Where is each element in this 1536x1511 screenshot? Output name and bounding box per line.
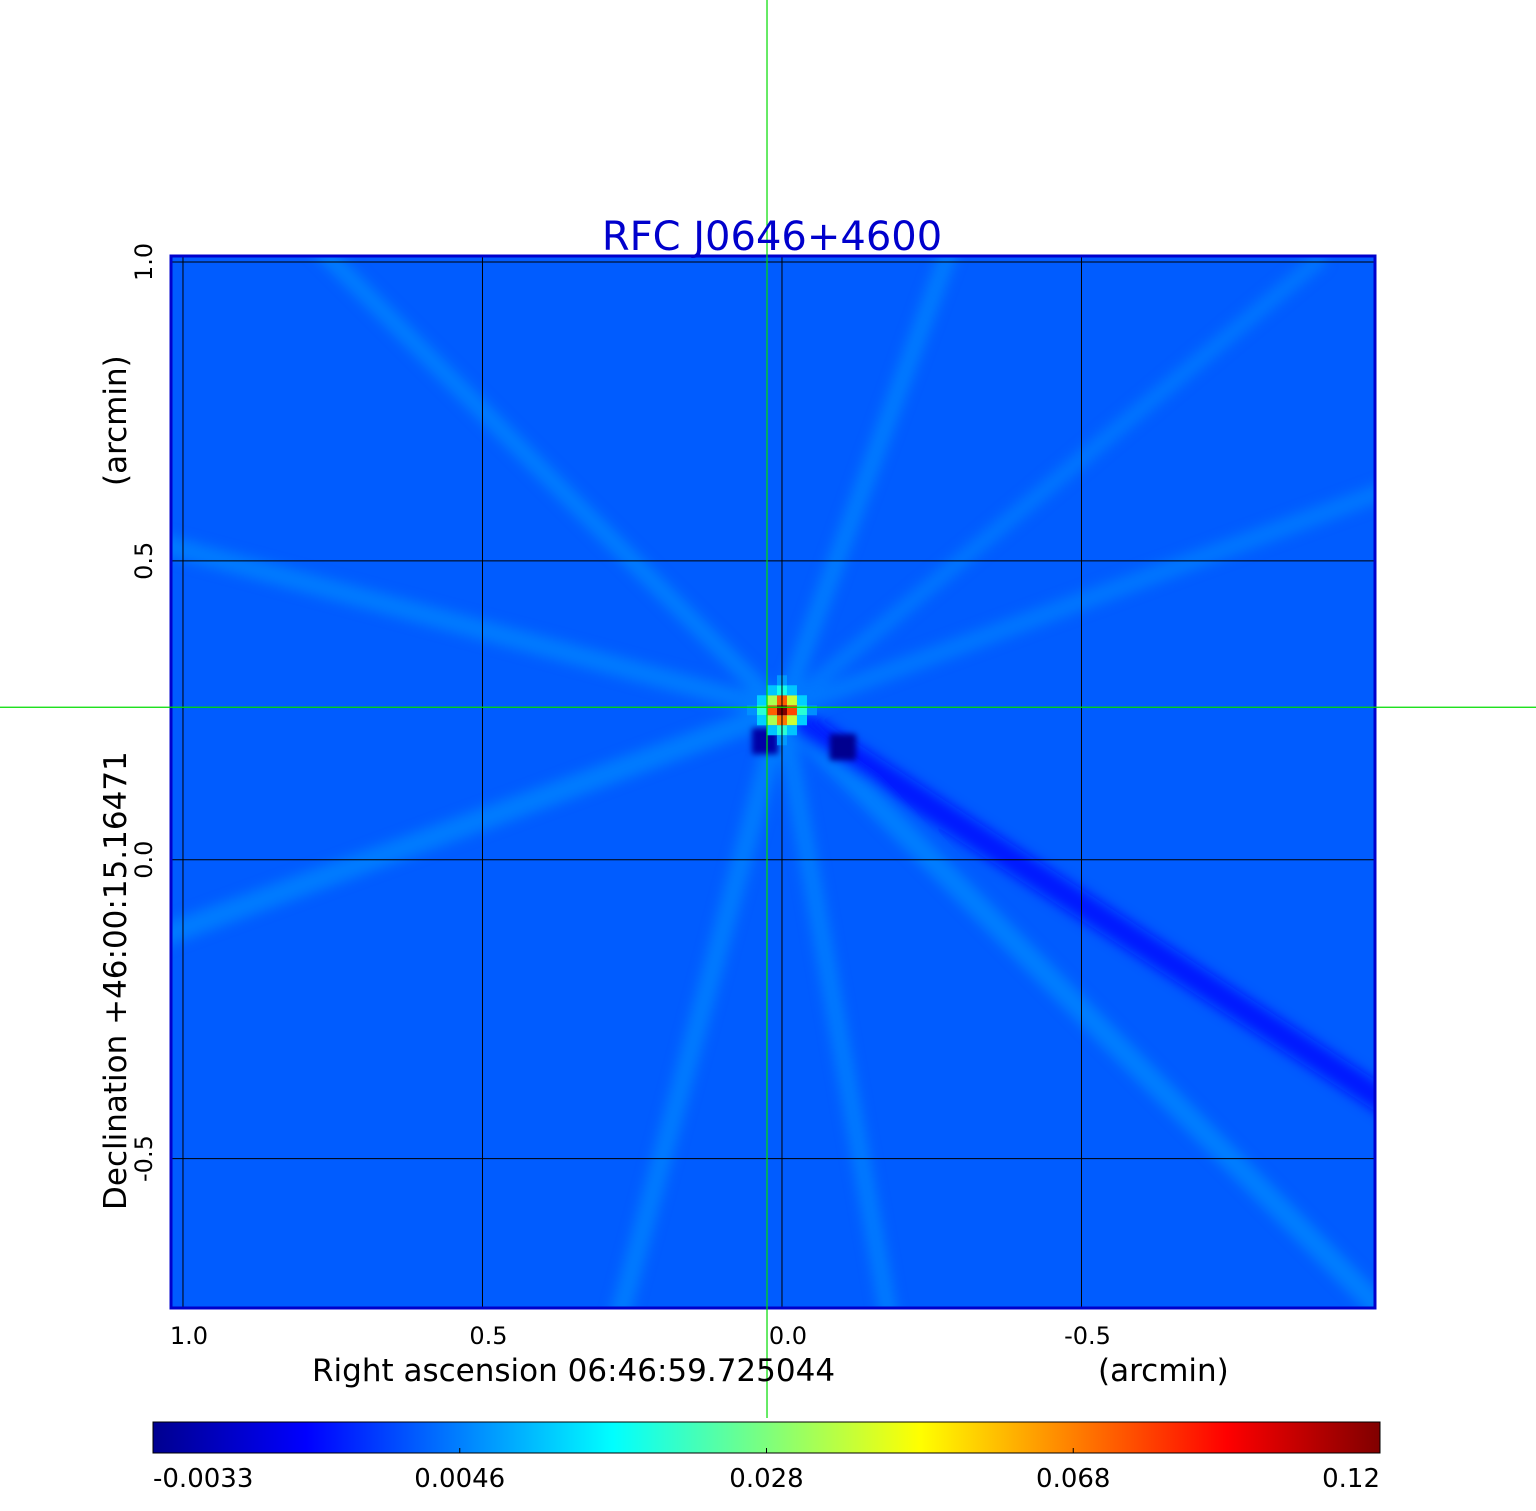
sidelobe-streak (773, 256, 1327, 719)
negative-spots (752, 728, 856, 761)
source-pixel (766, 695, 777, 706)
y-axis-label: Declination +46:00:15.16471 (98, 751, 134, 1210)
source-pixel (756, 705, 767, 716)
x-tick-labels: 1.0 0.5 0.0 -0.5 (170, 1322, 1111, 1350)
source-pixel (766, 725, 777, 736)
y-tick-label: 0.5 (130, 542, 158, 580)
sidelobe-streak (772, 256, 957, 720)
y-tick-label: 0.0 (130, 841, 158, 879)
sidelobe-streak (314, 256, 791, 720)
colorbar-tick-label: 0.0046 (414, 1464, 505, 1494)
source-pixel (786, 685, 797, 696)
source-pixel (786, 725, 797, 736)
colorbar-tick-label: 0.12 (1322, 1464, 1380, 1494)
sidelobe-streak (772, 484, 1375, 720)
source-pixel (766, 715, 777, 726)
x-tick-label: 1.0 (170, 1322, 208, 1350)
colorbar-tick-label: 0.068 (1036, 1464, 1110, 1494)
source-pixel (756, 695, 767, 706)
source-pixel (786, 715, 797, 726)
y-tick-labels: 1.0 0.5 0.0 -0.5 (130, 243, 158, 1182)
colorbar-tick-labels: -0.0033 0.0046 0.028 0.068 0.12 (152, 1448, 1381, 1494)
sidelobe-streaks (171, 256, 1375, 1308)
x-tick-label: 0.5 (469, 1322, 507, 1350)
colorbar-tick-label: -0.0033 (153, 1464, 253, 1494)
negative-spot (829, 734, 856, 761)
y-axis-unit: (arcmin) (98, 355, 134, 486)
crosshair (0, 0, 1536, 1418)
source-pixel (806, 705, 817, 716)
source-pixel (786, 695, 797, 706)
sidelobe-streak (171, 536, 792, 721)
y-tick-label: 1.0 (130, 243, 158, 281)
sidelobe-streak (611, 700, 792, 1308)
source-pixel (766, 685, 777, 696)
source-pixel (796, 695, 807, 706)
source-pixel (766, 705, 777, 716)
x-tick-label: -0.5 (1064, 1322, 1111, 1350)
x-tick-label: 0.0 (769, 1322, 807, 1350)
x-axis-unit: (arcmin) (1098, 1353, 1229, 1389)
source-pixel (746, 705, 757, 716)
grid-lines (171, 256, 1375, 1308)
y-tick-label: -0.5 (130, 1135, 158, 1182)
source-pixel (786, 705, 797, 716)
sidelobe-streak (772, 701, 897, 1308)
colorbar (152, 1421, 1381, 1454)
sidelobe-streak (768, 697, 1375, 1111)
source-pixel (796, 715, 807, 726)
sidelobe-streak (770, 699, 1375, 1308)
sidelobe-streak (171, 699, 793, 945)
source-pixel (756, 715, 767, 726)
source-pixel (796, 705, 807, 716)
colorbar-tick-label: 0.028 (729, 1464, 803, 1494)
chart-title: RFC J0646+4600 (602, 214, 942, 260)
x-axis-label: Right ascension 06:46:59.725044 (312, 1353, 835, 1389)
plot-frame (169, 254, 1377, 1310)
